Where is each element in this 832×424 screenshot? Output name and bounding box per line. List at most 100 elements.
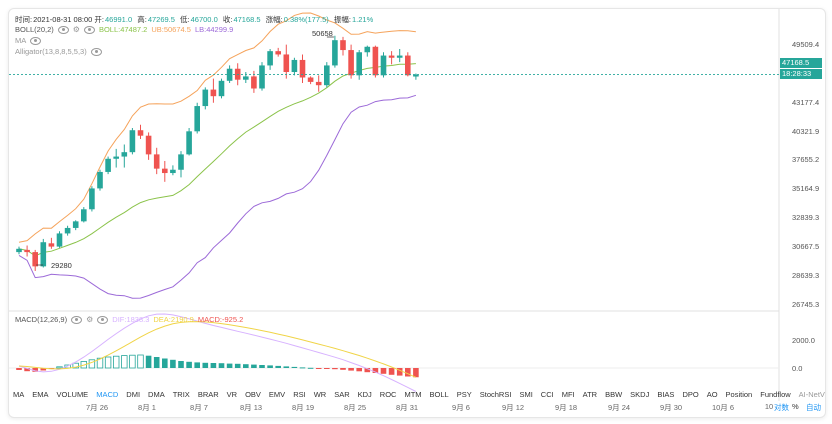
macd-histogram-bar [251,364,257,368]
price-chart[interactable] [9,9,825,401]
candle-body [243,76,249,80]
indicator-tab-dpo[interactable]: DPO [682,389,699,399]
macd-pane [9,313,779,392]
eye-icon[interactable] [97,315,109,324]
indicator-tab-obv[interactable]: OBV [245,389,261,399]
eye-icon[interactable] [30,36,42,45]
indicator-tab-boll[interactable]: BOLL [429,389,449,399]
macd-histogram-bar [226,363,233,368]
indicator-tab-fundflow[interactable]: Fundflow [760,389,791,399]
candle-body [291,59,298,73]
price-label: 26745.3 [792,300,820,309]
indicator-tab-mtm[interactable]: MTM [404,389,422,399]
candle-body [40,242,47,267]
time-tick: 8月 1 [138,403,156,412]
auto-scale-toggle[interactable]: 自动 [806,403,821,412]
price-label: 49509.4 [792,40,820,49]
candle-body [380,55,387,76]
candle-body [178,154,184,170]
macd-histogram-bar [340,368,346,370]
indicator-tab-trix[interactable]: TRIX [172,389,190,399]
macd-histogram-bar [413,368,419,378]
candle-body [251,76,257,89]
price-label: 43177.4 [792,98,820,107]
indicator-tab-ema[interactable]: EMA [32,389,49,399]
candle-body [364,46,371,53]
indicator-tab-emv[interactable]: EMV [268,389,286,399]
indicator-tab-ao[interactable]: AO [706,389,718,399]
indicator-tab-dma[interactable]: DMA [148,389,165,399]
log-scale-toggle[interactable]: 对数 [774,403,789,412]
time-tick: 8月 25 [343,403,367,412]
amp-label: 振幅: [333,15,351,24]
eye-icon[interactable] [57,25,69,34]
boll-lb-value: LB:44299.9 [194,25,234,34]
indicator-tab-atr[interactable]: ATR [582,389,598,399]
indicator-tab-sar[interactable]: SAR [334,389,350,399]
macd-histogram-bar [218,363,225,368]
ma-legend-name: MA [15,36,27,45]
candle-body [324,65,330,86]
indicator-tab-psy[interactable]: PSY [456,389,472,399]
close-label: 收: [222,15,233,24]
open-value: 46991.0 [105,15,133,24]
macd-dea-line [18,321,417,378]
boll-lower-line [18,94,417,299]
indicator-tab-smi[interactable]: SMI [519,389,533,399]
indicator-tab-dmi[interactable]: DMI [126,389,141,399]
low-label: 低: [180,15,190,24]
time-tick: 9月 12 [501,403,525,412]
indicator-bar: MA EMA VOLUME MACD DMI DMA TRIX BRAR VR OBV EMV RSI… [9,387,825,401]
candle-body [64,227,71,234]
boll-ub-value: UB:50674.5 [151,25,191,34]
candle-body [56,233,63,247]
indicator-tab-bbw[interactable]: BBW [605,389,623,399]
indicator-tab-kdj[interactable]: KDJ [357,389,372,399]
macd-histogram-bar [153,357,160,368]
indicator-tab-stochrsi[interactable]: StochRSI [479,389,512,399]
high-value: 47269.5 [147,15,175,24]
indicator-tab-mfi[interactable]: MFI [561,389,575,399]
indicator-tab-ma[interactable]: MA [13,389,25,399]
indicator-tab-roc[interactable]: ROC [379,389,397,399]
eye-icon[interactable] [83,25,95,34]
macd-histogram-bar [356,368,362,372]
candle-body [332,40,338,66]
macd-histogram-bar [324,368,330,369]
gear-icon[interactable]: ⚙ [86,315,94,324]
indicator-tab-volume[interactable]: VOLUME [56,389,89,399]
indicator-tab-skdj[interactable]: SKDJ [630,389,650,399]
open-label: 开: [94,15,104,24]
amp-value: 1.21% [351,15,374,24]
macd-histogram-bar [40,368,47,371]
eye-icon[interactable] [71,315,83,324]
eye-icon[interactable] [90,47,102,56]
indicator-tab-ai-netvol[interactable]: AI-NetVOL [798,389,825,399]
candle-body [48,243,55,247]
candle-body [113,156,119,159]
indicator-tab-brar[interactable]: BRAR [197,389,219,399]
macd-histogram-bar [234,363,241,368]
candle-body [24,249,30,253]
time-tick: 9月 6 [452,403,470,412]
indicator-tab-position[interactable]: Position [725,389,753,399]
indicator-tab-wr[interactable]: WR [313,389,327,399]
candle-body [32,252,38,267]
indicator-tab-cci[interactable]: CCI [540,389,554,399]
countdown-tag: 18:28:33 [780,69,822,79]
indicator-tab-macd[interactable]: MACD [96,389,119,399]
macd-histogram-bar [145,355,152,368]
macd-histogram-bar [396,368,403,376]
indicator-tab-rsi[interactable]: RSI [293,389,306,399]
candle-body [97,171,103,189]
gear-icon[interactable]: ⚙ [72,25,80,34]
percent-scale-toggle[interactable]: % [792,402,799,411]
indicator-tab-vr[interactable]: VR [226,389,238,399]
macd-histogram-bar [243,364,249,368]
macd-axis-label: 0.0 [792,364,803,373]
macd-histogram-bar [186,361,192,368]
indicator-tab-bias[interactable]: BIAS [657,389,675,399]
time-value: 2021-08-31 08:00 [33,15,93,24]
macd-histogram-bar [178,361,184,368]
candle-body [202,89,209,107]
